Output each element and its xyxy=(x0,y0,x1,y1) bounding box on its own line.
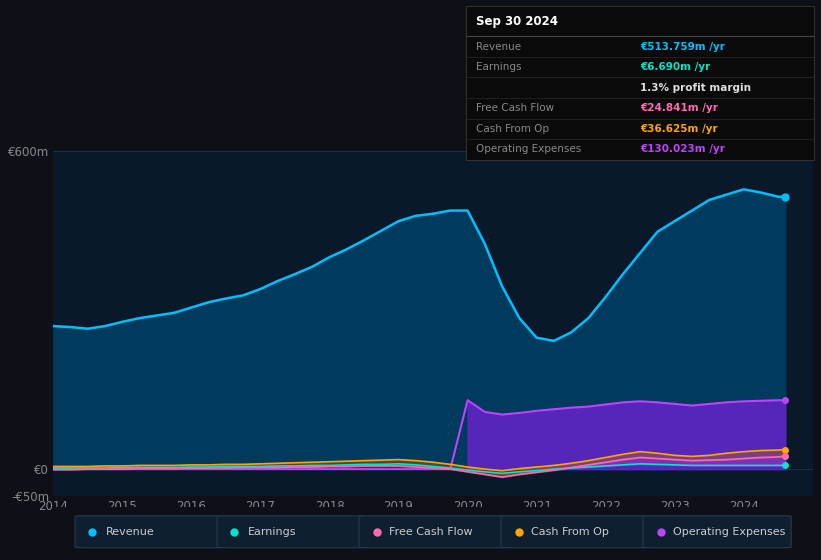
FancyBboxPatch shape xyxy=(501,516,649,548)
Text: 1.3% profit margin: 1.3% profit margin xyxy=(640,83,751,93)
Text: €36.625m /yr: €36.625m /yr xyxy=(640,124,718,134)
Text: Earnings: Earnings xyxy=(476,62,521,72)
Text: Revenue: Revenue xyxy=(105,527,154,537)
Text: Operating Expenses: Operating Expenses xyxy=(673,527,786,537)
Text: Sep 30 2024: Sep 30 2024 xyxy=(476,15,558,27)
FancyBboxPatch shape xyxy=(643,516,791,548)
FancyBboxPatch shape xyxy=(217,516,365,548)
Text: €24.841m /yr: €24.841m /yr xyxy=(640,103,718,113)
Text: €513.759m /yr: €513.759m /yr xyxy=(640,41,725,52)
Text: €6.690m /yr: €6.690m /yr xyxy=(640,62,710,72)
Text: Earnings: Earnings xyxy=(247,527,296,537)
Text: Cash From Op: Cash From Op xyxy=(476,124,549,134)
Text: €130.023m /yr: €130.023m /yr xyxy=(640,144,725,155)
FancyBboxPatch shape xyxy=(359,516,507,548)
Text: Cash From Op: Cash From Op xyxy=(531,527,609,537)
FancyBboxPatch shape xyxy=(75,516,223,548)
Text: Free Cash Flow: Free Cash Flow xyxy=(389,527,473,537)
Text: Operating Expenses: Operating Expenses xyxy=(476,144,581,155)
Text: Revenue: Revenue xyxy=(476,41,521,52)
Text: Free Cash Flow: Free Cash Flow xyxy=(476,103,554,113)
